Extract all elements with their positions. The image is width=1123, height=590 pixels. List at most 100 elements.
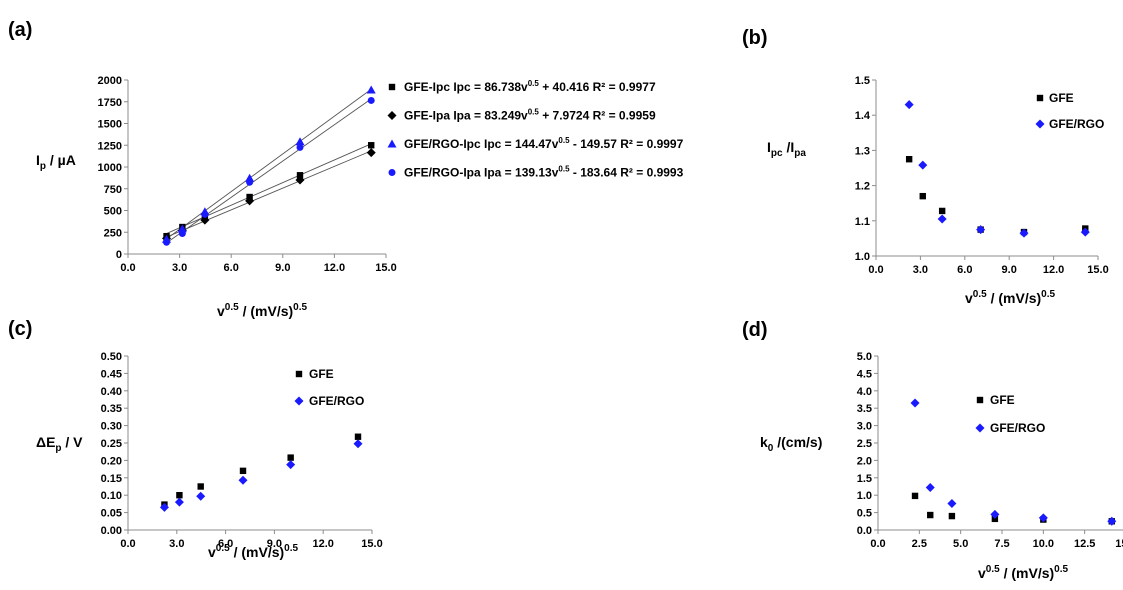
- y-axis-label: Ip / µA: [36, 152, 76, 172]
- y-tick-label: 0.30: [101, 421, 122, 433]
- y-tick-label: 0: [116, 249, 122, 261]
- y-tick-label: 0.35: [101, 403, 122, 415]
- trendline: [166, 150, 372, 238]
- x-tick-label: 6.0: [957, 264, 972, 276]
- legend-entry: GFE/RGO-Ipa Ipa = 139.13v0.5 - 183.64 R²…: [404, 165, 684, 180]
- data-point: [238, 475, 248, 485]
- data-point: [176, 492, 183, 499]
- x-axis-label: v0.5 / (mV/s)0.5: [965, 289, 1056, 306]
- chart-panel-2: (b) 1.0 1.1 1.2 1.3 1.4 1.5 0.0 3.0 6.0 9.0 12.0 15.…: [742, 27, 1109, 306]
- data-point: [354, 433, 362, 440]
- data-point: [246, 178, 254, 186]
- x-tick-label: 15.0: [1115, 538, 1123, 550]
- y-tick-label: 1.3: [855, 145, 870, 157]
- data-point: [948, 512, 956, 520]
- y-tick-label: 4.0: [857, 386, 872, 398]
- y-tick-label: 1.2: [855, 181, 870, 193]
- x-axis-label: v0.5 / (mV/s)0.5: [217, 302, 308, 319]
- data-point: [296, 143, 304, 151]
- y-tick-label: 0.00: [101, 525, 122, 537]
- x-tick-label: 0.0: [120, 262, 135, 274]
- data-point: [910, 398, 920, 408]
- x-tick-label: 9.0: [275, 262, 290, 274]
- legend-entry: GFE: [990, 393, 1015, 407]
- x-tick-label: 9.0: [267, 538, 282, 550]
- legend-marker: [975, 423, 985, 433]
- y-tick-label: 0.20: [101, 455, 122, 467]
- x-axis-label: v0.5 / (mV/s)0.5: [208, 543, 299, 560]
- legend-entry: GFE/RGO: [990, 421, 1045, 435]
- data-point: [911, 492, 919, 500]
- data-point: [178, 230, 186, 238]
- y-tick-label: 0.5: [857, 508, 872, 520]
- x-tick-label: 0.0: [870, 538, 885, 550]
- y-tick-label: 1750: [98, 97, 122, 109]
- y-tick-label: 500: [104, 206, 122, 218]
- x-tick-label: 12.0: [324, 262, 345, 274]
- data-point: [163, 238, 171, 246]
- trendline: [166, 143, 372, 234]
- y-tick-label: 1.1: [855, 216, 870, 228]
- y-tick-label: 1.5: [855, 75, 870, 87]
- x-tick-label: 12.5: [1074, 538, 1095, 550]
- y-tick-label: 2.5: [857, 438, 872, 450]
- x-tick-label: 12.0: [1043, 264, 1064, 276]
- legend-entry: GFE/RGO: [309, 394, 364, 408]
- x-tick-label: 15.0: [375, 262, 396, 274]
- legend-entry: GFE/RGO: [1049, 117, 1104, 131]
- data-point: [366, 85, 376, 94]
- trendline: [166, 98, 372, 244]
- data-point: [200, 215, 210, 225]
- y-tick-label: 1250: [98, 140, 122, 152]
- y-tick-label: 0.10: [101, 490, 122, 502]
- legend-entry: GFE/RGO-Ipc Ipc = 144.47v0.5 - 149.57 R²…: [404, 136, 684, 151]
- panel-label: (a): [8, 19, 32, 41]
- data-point: [905, 156, 913, 163]
- y-tick-label: 1000: [98, 162, 122, 174]
- data-point: [177, 224, 187, 233]
- y-tick-label: 2.0: [857, 455, 872, 467]
- data-point: [904, 100, 914, 110]
- y-axis-label: Ipc /Ipa: [767, 139, 806, 159]
- legend-marker: [1036, 94, 1044, 102]
- data-point: [1019, 228, 1029, 238]
- legend-marker: [294, 396, 304, 406]
- data-point: [197, 483, 204, 490]
- y-tick-label: 1.0: [857, 490, 872, 502]
- x-tick-label: 6.0: [218, 538, 233, 550]
- data-point: [239, 467, 247, 475]
- y-tick-label: 1.4: [855, 110, 871, 122]
- y-axis-label: k0 /(cm/s): [760, 434, 822, 454]
- y-tick-label: 3.0: [857, 421, 872, 433]
- legend-entry: GFE-Ipc Ipc = 86.738v0.5 + 40.416 R² = 0…: [404, 79, 656, 94]
- data-point: [245, 196, 255, 206]
- data-point: [201, 210, 209, 218]
- data-point: [353, 439, 363, 449]
- y-tick-label: 2000: [98, 75, 122, 87]
- panel-label: (d): [742, 319, 768, 341]
- legend-entry: GFE: [1049, 91, 1074, 105]
- legend-marker: [388, 83, 396, 91]
- x-tick-label: 9.0: [1002, 264, 1017, 276]
- x-tick-label: 0.0: [868, 264, 883, 276]
- data-point: [990, 509, 1000, 519]
- x-tick-label: 3.0: [913, 264, 928, 276]
- y-tick-label: 0.25: [101, 438, 122, 450]
- y-tick-label: 5.0: [857, 351, 872, 363]
- chart-panel-1: (a) 0 250 500 750 1000 1250 1500 1750 2000 0.0 3.0 6…: [8, 19, 684, 319]
- x-tick-label: 3.0: [169, 538, 184, 550]
- data-point: [1080, 227, 1090, 237]
- data-point: [366, 148, 376, 158]
- y-tick-label: 1.5: [857, 473, 872, 485]
- x-tick-label: 6.0: [224, 262, 239, 274]
- y-tick-label: 1500: [98, 119, 122, 131]
- legend-marker: [388, 169, 396, 176]
- x-tick-label: 7.5: [994, 538, 1009, 550]
- y-tick-label: 750: [104, 184, 122, 196]
- y-tick-label: 4.5: [857, 368, 872, 380]
- x-tick-label: 2.5: [912, 538, 927, 550]
- x-tick-label: 0.0: [120, 538, 135, 550]
- y-tick-label: 0.15: [101, 473, 122, 485]
- panel-label: (c): [8, 318, 32, 340]
